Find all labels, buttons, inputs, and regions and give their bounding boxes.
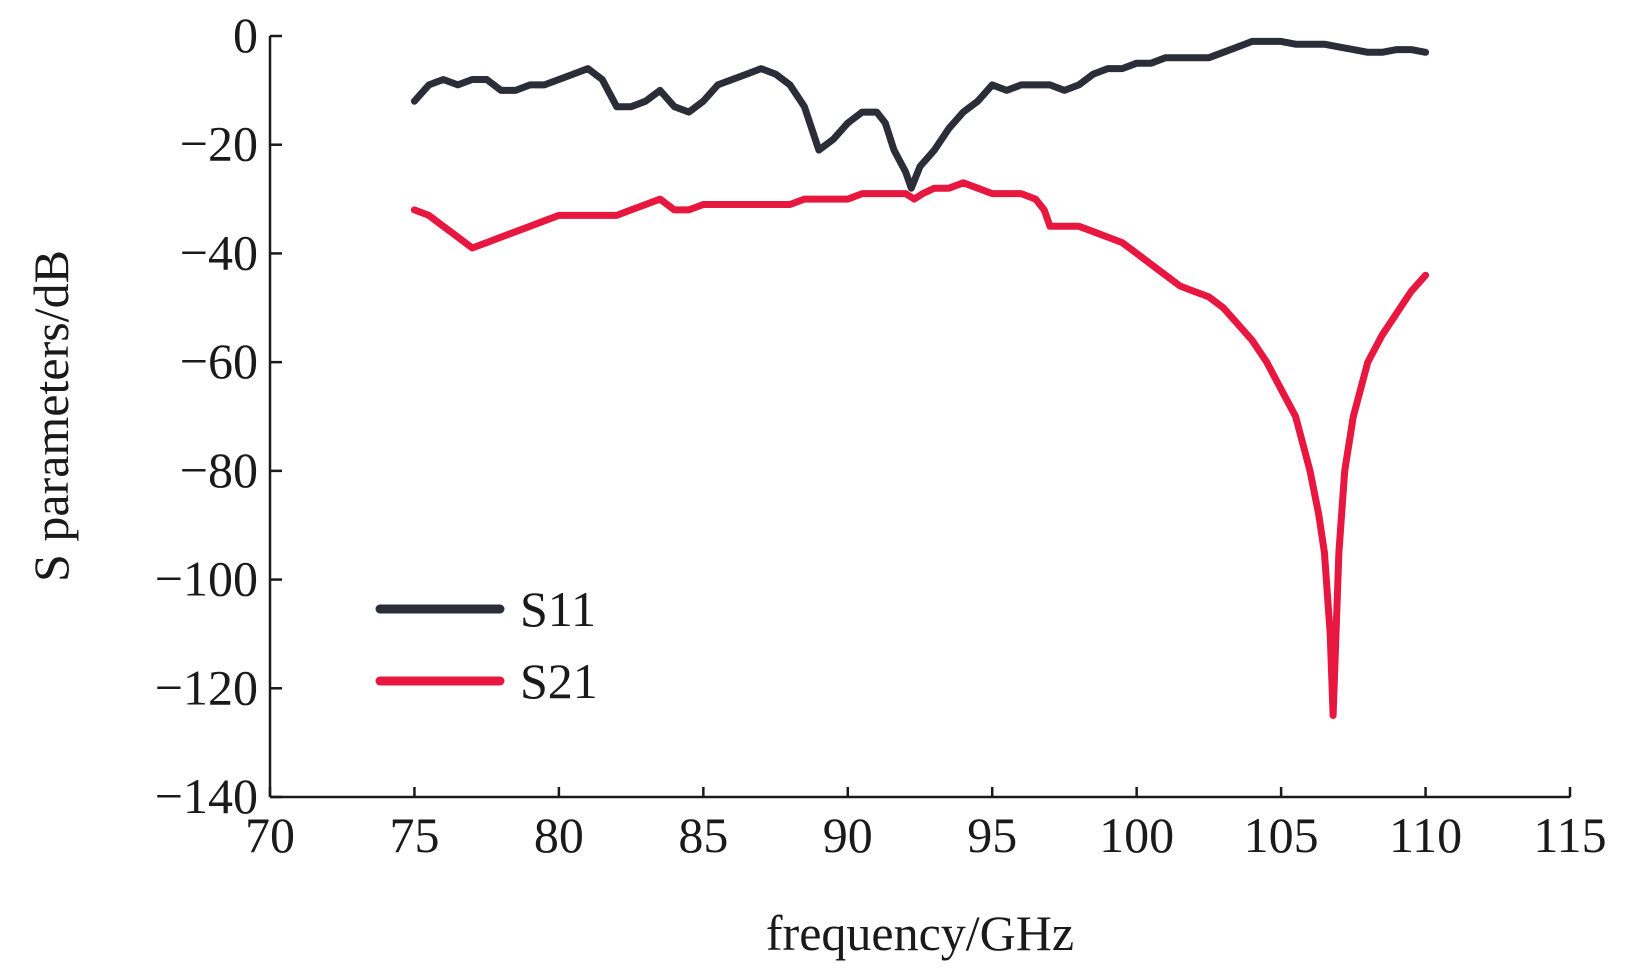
y-tick-label: −100 [155,551,258,607]
y-tick-label: −60 [180,333,258,389]
y-tick-label: −80 [180,442,258,498]
x-tick-label: 95 [967,807,1017,863]
series-lines [410,37,1430,719]
y-tick-label: 0 [233,7,258,63]
legend-label-s11: S11 [520,581,596,637]
x-tick-label: 70 [245,807,295,863]
legend-label-s21: S21 [520,653,598,709]
x-tick-label: 110 [1389,807,1462,863]
x-axis-title: frequency/GHz [766,905,1074,961]
x-tick-label: 115 [1533,807,1606,863]
series-line-s11 [410,37,1430,192]
y-tick-label: −120 [155,659,258,715]
y-ticks: 0 −20 −40 −60 −80 −100 −120 −140 [155,7,282,824]
x-tick-label: 85 [678,807,728,863]
x-tick-label: 75 [389,807,439,863]
x-tick-label: 100 [1099,807,1174,863]
x-tick-label: 105 [1244,807,1319,863]
x-ticks: 70 75 80 85 90 95 100 105 110 115 [245,787,1607,863]
plot-area: 70 75 80 85 90 95 100 105 110 115 0 −20 −40 −60 −80 −1… [155,7,1607,863]
y-tick-label: −140 [155,768,258,824]
y-tick-label: −20 [180,116,258,172]
y-axis-title: S parameters/dB [23,250,79,582]
y-tick-label: −40 [180,224,258,280]
series-line-s21 [410,179,1430,719]
x-tick-label: 80 [534,807,584,863]
x-tick-label: 90 [823,807,873,863]
